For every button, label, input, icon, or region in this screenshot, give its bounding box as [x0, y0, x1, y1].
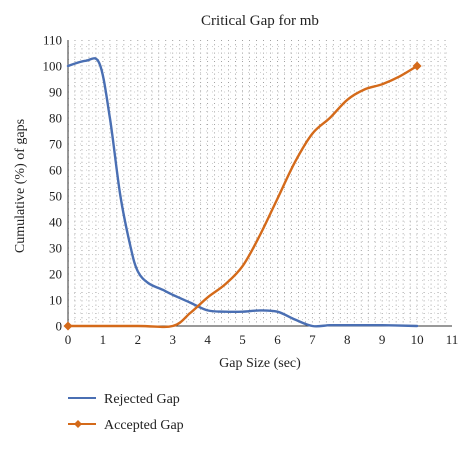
x-tick-label: 1	[100, 332, 107, 347]
x-tick-label: 9	[379, 332, 386, 347]
y-tick-label: 50	[49, 189, 62, 204]
y-tick-label: 70	[49, 137, 62, 152]
grid	[68, 40, 452, 326]
x-tick-label: 8	[344, 332, 351, 347]
y-tick-label: 0	[56, 319, 63, 334]
y-tick-label: 60	[49, 163, 62, 178]
legend-label-accepted: Accepted Gap	[104, 418, 184, 433]
y-tick-label: 90	[49, 85, 62, 100]
y-tick-label: 100	[43, 59, 63, 74]
legend: Rejected Gap Accepted Gap	[68, 392, 184, 433]
x-tick-label: 10	[411, 332, 424, 347]
x-tick-label: 7	[309, 332, 316, 347]
series-layer	[63, 57, 422, 331]
x-tick-label: 6	[274, 332, 281, 347]
series-line-accepted	[66, 64, 419, 329]
x-tick-label: 2	[135, 332, 142, 347]
x-tick-label: 5	[239, 332, 246, 347]
y-tick-label: 110	[43, 33, 62, 48]
data-point-accepted-start	[63, 321, 73, 331]
x-tick-label: 4	[204, 332, 211, 347]
y-tick-label: 10	[49, 293, 62, 308]
y-tick-labels: 0 10 20 30 40 50 60 70 80 90 100 110	[43, 33, 63, 334]
x-tick-label: 0	[65, 332, 72, 347]
chart-title: Critical Gap for mb	[201, 13, 319, 29]
legend-label-rejected: Rejected Gap	[104, 392, 180, 407]
x-axis-label: Gap Size (sec)	[219, 356, 301, 371]
y-tick-label: 40	[49, 215, 62, 230]
x-tick-label: 11	[446, 332, 459, 347]
data-point-accepted-end	[412, 61, 422, 71]
legend-marker-accepted	[74, 420, 82, 428]
y-tick-label: 20	[49, 267, 62, 282]
x-tick-labels: 0 1 2 3 4 5 6 7 8 9 10 11	[65, 332, 459, 347]
y-axis-label: Cumulative (%) of gaps	[13, 119, 28, 253]
y-tick-label: 80	[49, 111, 62, 126]
x-tick-label: 3	[169, 332, 176, 347]
y-tick-label: 30	[49, 241, 62, 256]
